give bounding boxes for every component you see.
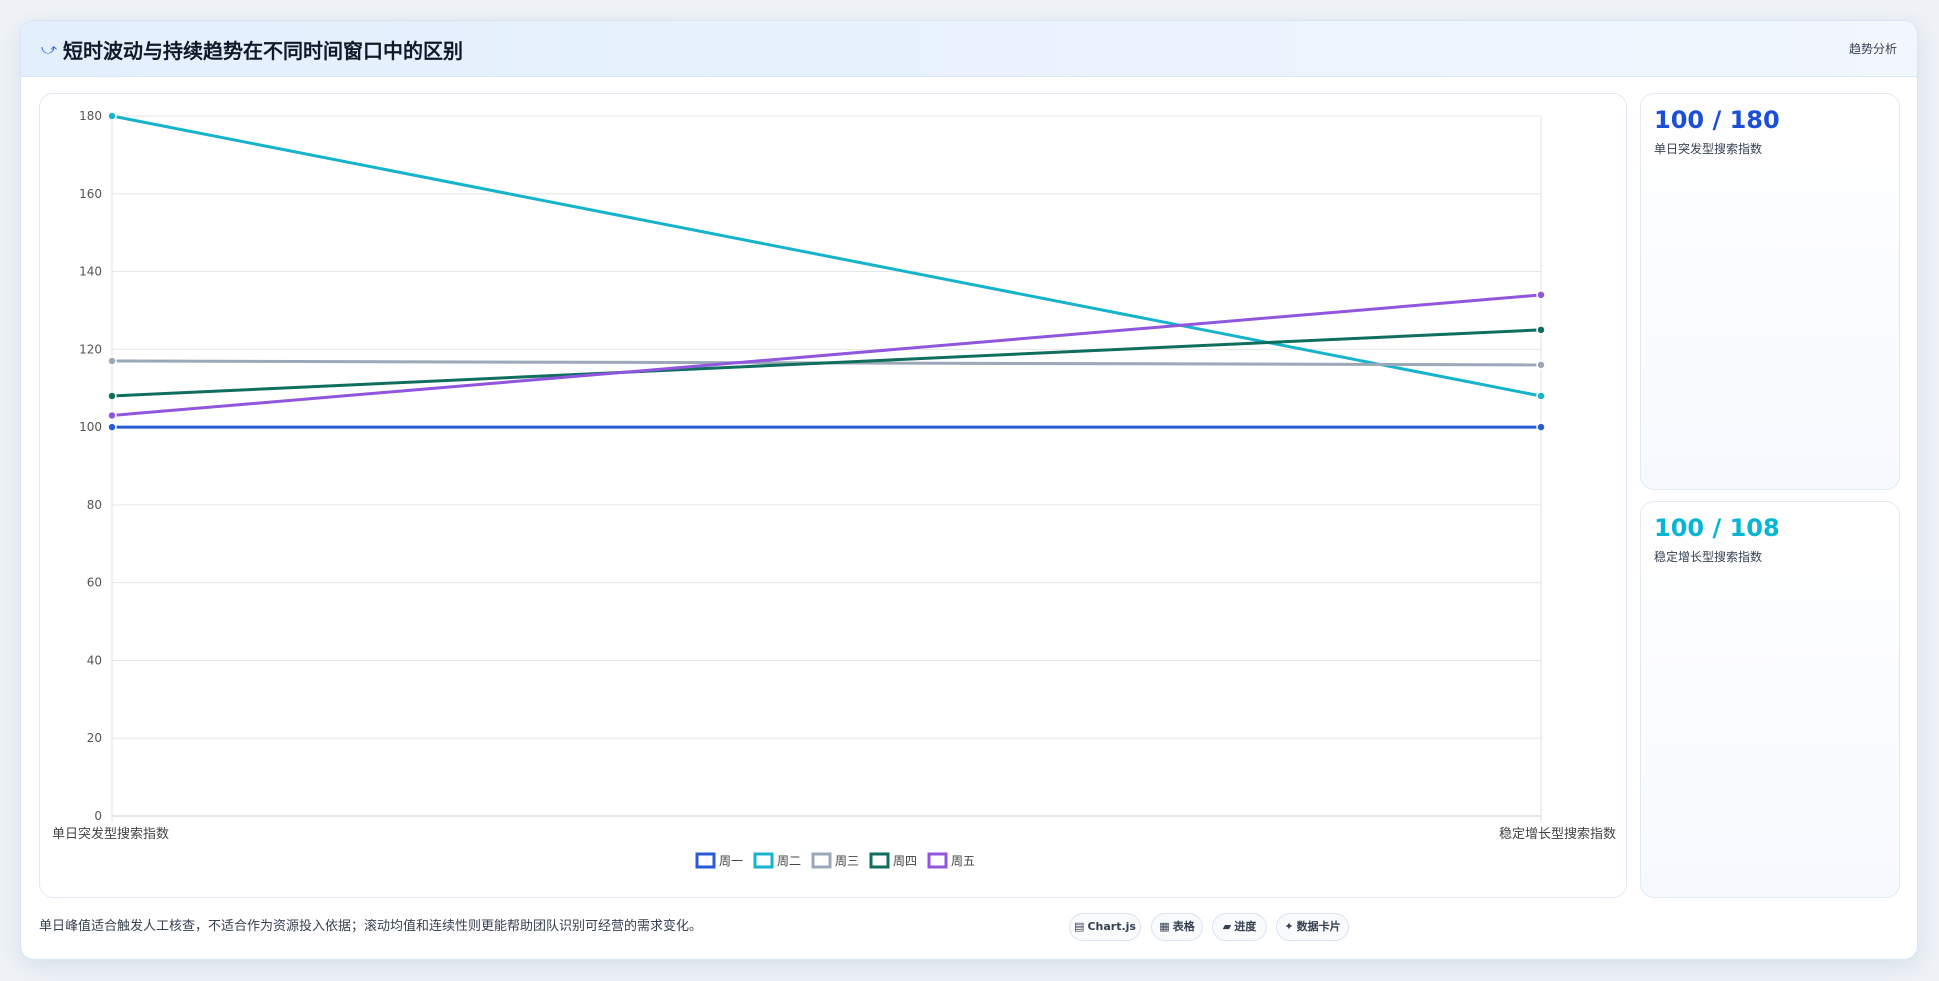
y-tick-label: 180	[79, 109, 102, 123]
kpi-card-steady: 100 / 108 稳定增长型搜索指数	[1640, 501, 1900, 898]
data-point	[1536, 325, 1546, 335]
data-point	[107, 111, 117, 121]
footer-note: 单日峰值适合触发人工核查，不适合作为资源投入依据；滚动均值和连续性则更能帮助团队…	[39, 919, 703, 934]
data-point	[107, 422, 117, 432]
kpi-value: 100 / 108	[1654, 514, 1780, 542]
y-tick-label: 140	[79, 265, 102, 279]
y-tick-label: 60	[87, 576, 102, 590]
data-point	[107, 410, 117, 421]
series-line	[111, 293, 1542, 417]
legend-label: 周二	[777, 854, 801, 868]
chip-datacard[interactable]: ✦ 数据卡片	[1276, 913, 1349, 941]
chart-icon: ▤	[1074, 920, 1085, 933]
data-point	[1536, 360, 1546, 370]
data-point	[1536, 422, 1546, 432]
series-line	[111, 114, 1542, 398]
legend-label: 周一	[719, 854, 743, 868]
card-icon: ✦	[1284, 920, 1294, 933]
table-icon: ▦	[1159, 920, 1170, 933]
legend-swatch	[753, 852, 774, 869]
data-point	[1536, 290, 1546, 300]
chip-progress[interactable]: ▰ 进度	[1212, 913, 1267, 941]
y-tick-label: 0	[94, 809, 102, 823]
data-point	[107, 391, 117, 401]
kpi-label: 稳定增长型搜索指数	[1654, 550, 1763, 564]
chip-label: 进度	[1234, 920, 1257, 933]
legend-label: 周四	[893, 854, 917, 868]
legend-swatch	[927, 852, 948, 869]
y-tick-label: 80	[87, 498, 102, 512]
data-point	[107, 356, 117, 366]
chip-table[interactable]: ▦ 表格	[1151, 913, 1203, 941]
y-tick-label: 160	[79, 187, 102, 201]
series-line	[111, 328, 1542, 398]
trend-icon: ⤻	[41, 40, 58, 58]
kpi-label: 单日突发型搜索指数	[1654, 142, 1763, 156]
trend-card: ⤻ 短时波动与持续趋势在不同时间窗口中的区别 趋势分析 0 20 40 60 80 100…	[20, 20, 1918, 960]
data-point	[1536, 391, 1546, 401]
y-tick-label: 100	[79, 420, 102, 434]
y-tick-label: 40	[87, 653, 102, 667]
chip-chartjs[interactable]: ▤ Chart.js	[1069, 913, 1141, 941]
kpi-card-burst: 100 / 180 单日突发型搜索指数	[1640, 93, 1900, 490]
card-title: 短时波动与持续趋势在不同时间窗口中的区别	[63, 39, 463, 63]
legend-label: 周三	[835, 854, 859, 868]
chip-label: 数据卡片	[1296, 920, 1341, 933]
header-badge: 趋势分析	[1848, 42, 1897, 56]
y-tick-label: 120	[79, 342, 102, 356]
legend-label: 周五	[951, 854, 975, 868]
kpi-value: 100 / 180	[1654, 106, 1780, 134]
x-tick-label: 稳定增长型搜索指数	[1499, 826, 1616, 842]
legend-swatch	[695, 852, 716, 869]
progress-icon: ▰	[1222, 920, 1232, 933]
legend-swatch	[811, 852, 832, 869]
chip-label: Chart.js	[1087, 920, 1136, 933]
x-tick-label: 单日突发型搜索指数	[52, 826, 169, 842]
legend-swatch	[869, 852, 890, 869]
y-tick-label: 20	[87, 731, 102, 745]
line-chart-panel: 0 20 40 60 80 100 120 140 160 180 单日突发型搜索指数 稳定增长型搜索…	[39, 93, 1627, 898]
chip-label: 表格	[1172, 920, 1195, 933]
line-chart: 0 20 40 60 80 100 120 140 160 180 单日突发型搜索指数 稳定增长型搜索…	[52, 109, 1616, 869]
card-header: ⤻ 短时波动与持续趋势在不同时间窗口中的区别 趋势分析	[21, 21, 1917, 77]
